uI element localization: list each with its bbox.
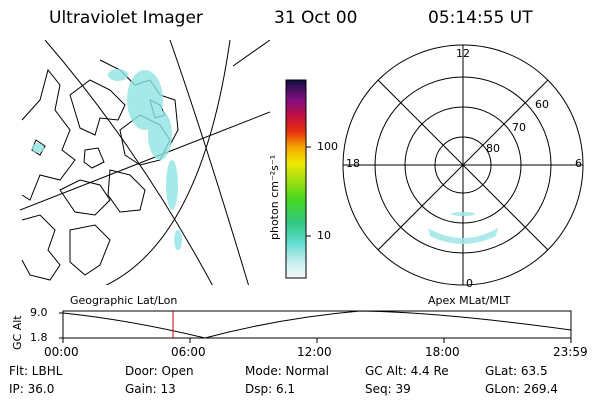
colorbar-label-10: 10 bbox=[317, 229, 331, 242]
map-grid-line bbox=[169, 40, 250, 285]
polar-mlt-0: 0 bbox=[466, 277, 473, 290]
altitude-plot bbox=[59, 310, 572, 343]
polar-lat-80: 80 bbox=[486, 142, 500, 155]
coastline bbox=[21, 214, 61, 281]
coastline bbox=[69, 79, 126, 136]
altitude-x-tick-label: 06:00 bbox=[171, 345, 206, 359]
status-flt: Flt: LBHL bbox=[9, 364, 63, 378]
colorbar bbox=[285, 79, 307, 279]
coastline bbox=[21, 68, 76, 201]
polar-mlt-6: 6 bbox=[575, 157, 582, 170]
status-gc-alt: GC Alt: 4.4 Re bbox=[365, 364, 449, 378]
polar-mlt-18: 18 bbox=[346, 157, 360, 170]
altitude-y-top: 9.0 bbox=[30, 306, 48, 319]
status-gain: Gain: 13 bbox=[125, 382, 176, 396]
map-grid-line bbox=[105, 40, 231, 285]
altitude-x-tick-label: 18:00 bbox=[425, 345, 460, 359]
altitude-axis-label: GC Alt bbox=[11, 315, 24, 350]
coastline bbox=[69, 224, 111, 276]
polar-mlt-12: 12 bbox=[456, 47, 470, 60]
status-mode: Mode: Normal bbox=[245, 364, 329, 378]
map-grid-line bbox=[20, 111, 270, 211]
altitude-x-tick-label: 00:00 bbox=[44, 345, 79, 359]
colorbar-unit-label: photon cm⁻²s⁻¹ bbox=[268, 154, 281, 240]
status-glat: GLat: 63.5 bbox=[485, 364, 548, 378]
status-ip: IP: 36.0 bbox=[9, 382, 55, 396]
app-title: Ultraviolet Imager bbox=[49, 8, 203, 28]
coastline bbox=[107, 169, 146, 213]
status-door: Door: Open bbox=[125, 364, 194, 378]
polar-meridian-diag-b bbox=[377, 79, 549, 251]
polar-lat-60: 60 bbox=[535, 98, 549, 111]
header-date: 31 Oct 00 bbox=[274, 8, 358, 28]
polar-plot bbox=[342, 44, 584, 286]
geographic-label: Geographic Lat/Lon bbox=[70, 294, 178, 307]
status-glon: GLon: 269.4 bbox=[485, 382, 558, 396]
coastline bbox=[83, 147, 105, 169]
polar-lat-70: 70 bbox=[512, 121, 526, 134]
colorbar-label-100: 100 bbox=[317, 140, 338, 153]
altitude-x-tick-label: 23:59 bbox=[553, 345, 588, 359]
header-time: 05:14:55 UT bbox=[428, 8, 533, 28]
map-grid-line bbox=[232, 40, 270, 67]
status-dsp: Dsp: 6.1 bbox=[245, 382, 296, 396]
aurora-emission-polar bbox=[428, 212, 498, 244]
altitude-curve bbox=[62, 310, 572, 339]
map-grid-line bbox=[44, 40, 213, 285]
status-seq: Seq: 39 bbox=[365, 382, 411, 396]
aurora-emission-map bbox=[32, 69, 182, 250]
altitude-y-bottom: 1.8 bbox=[30, 331, 48, 344]
altitude-x-tick-label: 12:00 bbox=[297, 345, 332, 359]
apex-label: Apex MLat/MLT bbox=[428, 294, 511, 307]
coastline bbox=[59, 179, 111, 216]
